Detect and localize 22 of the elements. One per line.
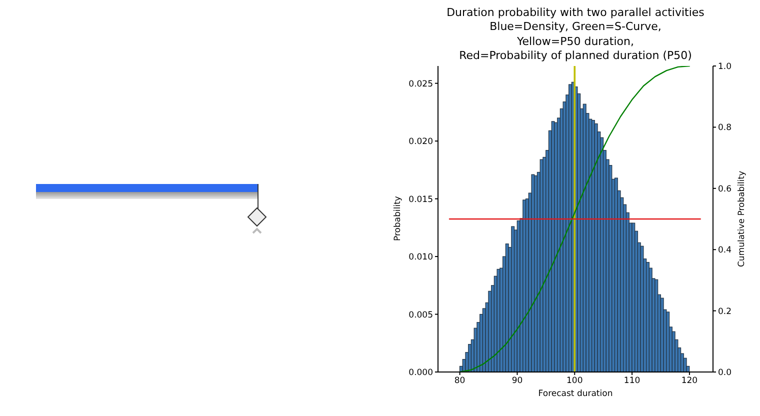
y-tick-label: 0.025 [408,79,433,90]
y2-tick-label: 0.2 [718,306,732,317]
y2-tick-label: 1.0 [718,62,732,72]
y-tick-label: 0.005 [408,310,433,320]
y-axis-title: Probability [392,196,404,242]
x-tick-label: 80 [454,376,466,386]
y2-tick-label: 0.6 [718,184,732,194]
x-axis-title: Forecast duration [537,389,614,400]
x-tick-label: 90 [512,376,523,386]
y-tick-label: 0.015 [408,194,433,205]
y-tick-label: 0.010 [408,252,433,263]
y-tick-label: 0.020 [408,137,433,148]
chart-title: Duration probability with two parallel activities Blue=Density, Green=S-Curve, Yellow=P50 duration, Red=Probability of planned duration (P50) [446,6,706,64]
x-tick-label: 120 [681,376,698,386]
y2-tick-label: 0.0 [718,368,732,378]
x-tick-label: 100 [566,376,583,386]
y2-axis-title: Cumulative Probability [736,170,748,268]
line-series [459,66,690,372]
x-tick-label: 110 [624,376,640,386]
y-tick-label: 0.000 [408,368,433,378]
y2-tick-label: 0.8 [718,123,732,134]
y2-tick-label: 0.4 [718,246,732,256]
